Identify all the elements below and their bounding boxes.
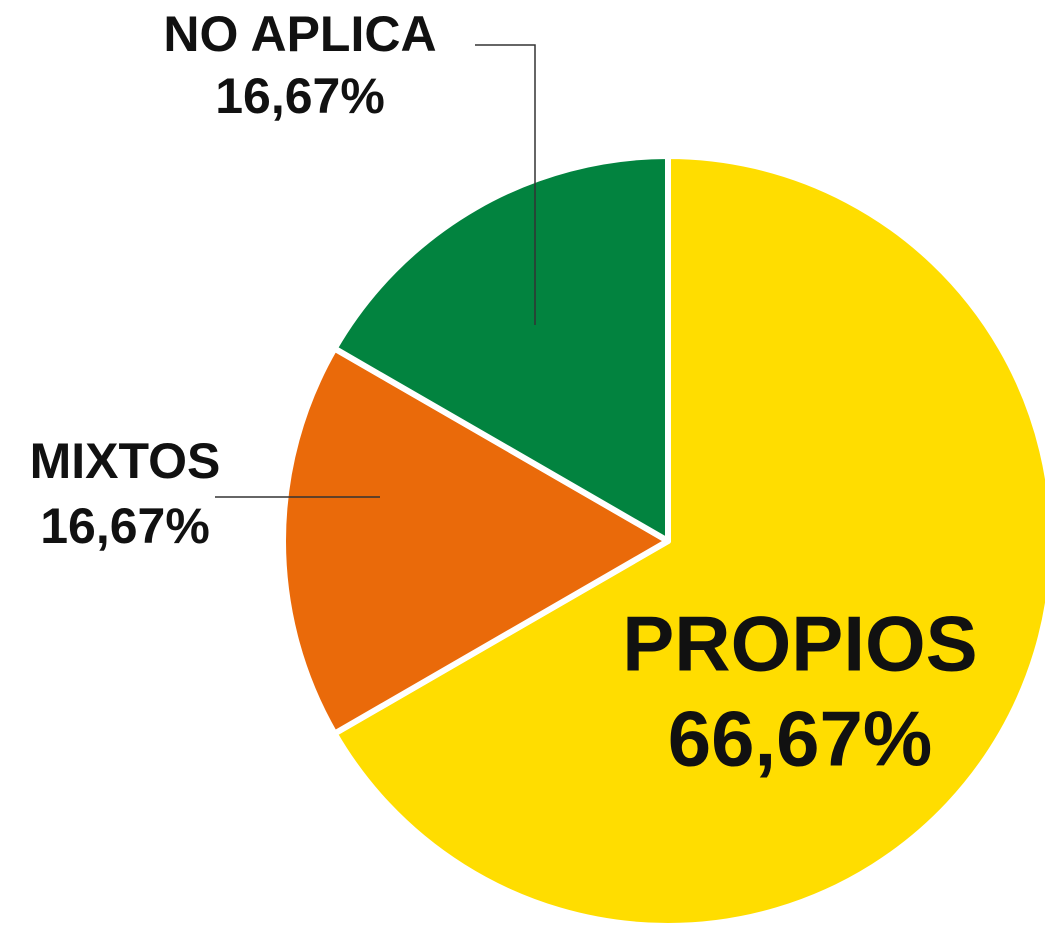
leader-line (475, 44, 536, 325)
pie-slice (280, 345, 671, 737)
pie-slice (331, 153, 671, 544)
slice-label: PROPIOS (622, 600, 977, 688)
pie-slice (331, 153, 1045, 926)
slice-label: NO APLICA (163, 6, 436, 62)
slice-label: MIXTOS (30, 433, 221, 489)
slice-value-label: 16,67% (215, 68, 385, 124)
slice-value-label: 66,67% (668, 695, 933, 783)
slice-value-label: 16,67% (40, 498, 210, 554)
